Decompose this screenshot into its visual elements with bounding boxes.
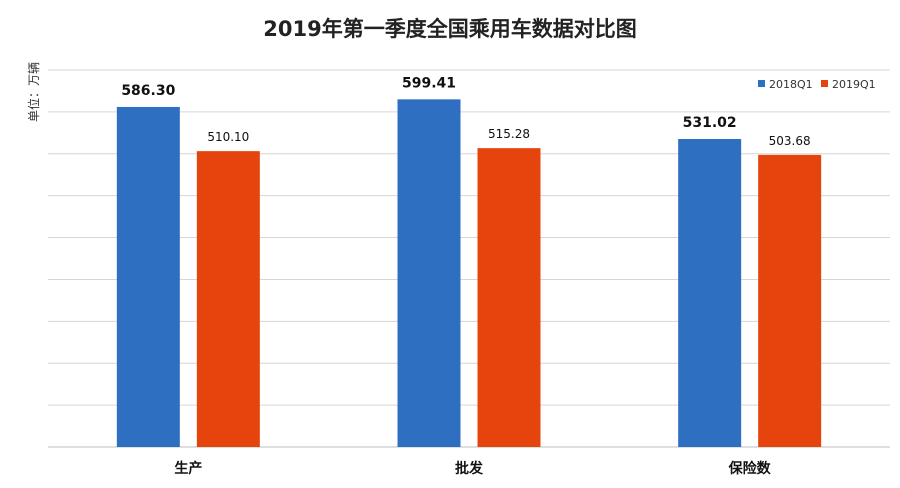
y-axis-unit-label: 单位：万辆 [26, 62, 41, 122]
bar-2018Q1-0 [116, 106, 180, 448]
bar-2019Q1-2 [758, 154, 822, 447]
legend: 2018Q1 2019Q1 [758, 78, 876, 91]
legend-swatch [758, 80, 765, 87]
legend-label: 2019Q1 [832, 78, 876, 91]
value-label: 531.02 [683, 115, 737, 131]
value-label: 503.68 [769, 134, 811, 148]
category-label: 保险数 [728, 460, 772, 477]
value-label: 515.28 [488, 127, 530, 141]
legend-swatch [821, 80, 828, 87]
gridlines [48, 69, 890, 448]
value-label: 510.10 [207, 130, 249, 144]
category-label: 生产 [174, 460, 202, 477]
category-labels: 生产 批发 保险数 [174, 460, 771, 477]
bars [116, 99, 822, 448]
bar-2019Q1-0 [196, 151, 260, 447]
value-label: 599.41 [402, 75, 456, 91]
bar-2019Q1-1 [477, 148, 541, 447]
value-label: 586.30 [121, 83, 175, 99]
bar-2018Q1-1 [397, 99, 461, 448]
value-labels: 586.30 510.10 599.41 515.28 531.02 503.68 [121, 75, 810, 148]
category-label: 批发 [455, 460, 484, 477]
chart-title: 2019年第一季度全国乘用车数据对比图 [263, 17, 636, 41]
bar-2018Q1-2 [678, 139, 742, 447]
legend-label: 2018Q1 [769, 78, 813, 91]
